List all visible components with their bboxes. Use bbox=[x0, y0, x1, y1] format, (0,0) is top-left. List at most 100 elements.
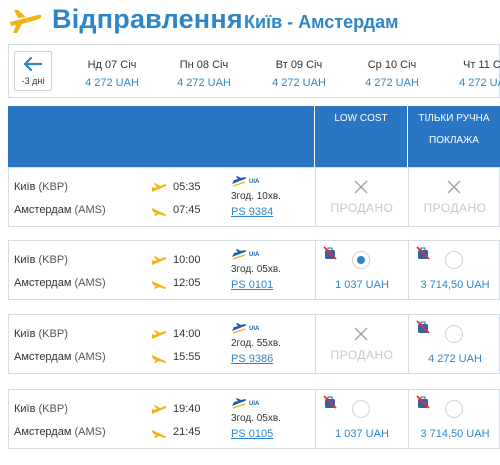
origin-city: Київ (KBP) bbox=[14, 328, 68, 340]
fare-price: 3 714,50 UAH bbox=[420, 428, 490, 440]
svg-text:UIA: UIA bbox=[249, 326, 260, 332]
arrival-time: 15:55 bbox=[173, 351, 201, 363]
sold-out-label: ПРОДАНО bbox=[330, 348, 394, 362]
flight-number-link[interactable]: PS 9384 bbox=[231, 206, 274, 218]
date-option-2[interactable]: Вт 09 Січ 4 272 UAH bbox=[254, 45, 344, 97]
origin-name: Київ bbox=[14, 181, 36, 193]
flight-row: Київ (KBP) Амстердам (AMS) 19:40 21:45 U… bbox=[8, 389, 500, 449]
flight-number-link[interactable]: PS 0101 bbox=[231, 279, 274, 291]
origin-city: Київ (KBP) bbox=[14, 181, 68, 193]
prev-days-button[interactable]: -3 дні bbox=[14, 51, 52, 91]
date-option-4[interactable]: Чт 11 Січ 4 272 UAH bbox=[441, 45, 500, 97]
destination-city: Амстердам (AMS) bbox=[14, 351, 106, 363]
fare-low-cost: ПРОДАНО bbox=[315, 315, 408, 373]
no-baggage-icon bbox=[416, 320, 430, 334]
fare-radio-low-cost[interactable] bbox=[352, 251, 370, 269]
no-baggage-icon bbox=[323, 395, 337, 409]
date-option-0[interactable]: Нд 07 Січ 4 272 UAH bbox=[67, 45, 157, 97]
airline-logo: UIA bbox=[232, 176, 260, 187]
landing-plane-icon bbox=[152, 355, 166, 363]
origin-name: Київ bbox=[14, 328, 36, 340]
destination-name: Амстердам bbox=[14, 277, 72, 289]
sold-out-label: ПРОДАНО bbox=[330, 201, 394, 215]
date-option-1[interactable]: Пн 08 Січ 4 272 UAH bbox=[159, 45, 249, 97]
sold-out-label: ПРОДАНО bbox=[423, 201, 487, 215]
origin-city: Київ (KBP) bbox=[14, 403, 68, 415]
svg-text:UIA: UIA bbox=[249, 401, 260, 407]
arrow-left-icon bbox=[24, 57, 42, 71]
fare-price: 3 714,50 UAH bbox=[420, 279, 490, 291]
date-price: 4 272 UAH bbox=[85, 77, 139, 89]
fare-low-cost: 1 037 UAH bbox=[315, 390, 408, 448]
destination-code: (AMS) bbox=[74, 277, 106, 289]
fare-hand-luggage: 3 714,50 UAH bbox=[408, 241, 500, 299]
flight-row: Київ (KBP) Амстердам (AMS) 05:35 07:45 U… bbox=[8, 167, 500, 227]
date-day: Нд 07 Січ bbox=[87, 59, 137, 71]
flight-number-link[interactable]: PS 0105 bbox=[231, 428, 274, 440]
flight-number-link[interactable]: PS 9386 bbox=[231, 353, 274, 365]
departure-time: 19:40 bbox=[173, 403, 201, 415]
origin-code: (KBP) bbox=[38, 254, 68, 266]
no-baggage-icon bbox=[323, 246, 337, 260]
destination-city: Амстердам (AMS) bbox=[14, 204, 106, 216]
date-price: 4 272 UAH bbox=[272, 77, 326, 89]
date-day: Вт 09 Січ bbox=[275, 59, 323, 71]
plane-logo-icon bbox=[10, 10, 42, 33]
fare-low-cost: ПРОДАНО bbox=[315, 168, 408, 226]
arrival-time: 07:45 bbox=[173, 204, 201, 216]
cross-icon bbox=[354, 180, 368, 194]
cross-icon bbox=[354, 327, 368, 341]
svg-text:UIA: UIA bbox=[249, 252, 260, 258]
flight-duration: 3год. 10хв. bbox=[231, 191, 281, 202]
flight-duration: 3год. 05хв. bbox=[231, 264, 281, 275]
fare-radio-hand-luggage[interactable] bbox=[445, 251, 463, 269]
destination-code: (AMS) bbox=[74, 426, 106, 438]
svg-text:UIA: UIA bbox=[249, 179, 260, 185]
date-option-3[interactable]: Ср 10 Січ 4 272 UAH bbox=[347, 45, 437, 97]
date-day: Чт 11 Січ bbox=[462, 59, 500, 71]
destination-code: (AMS) bbox=[74, 351, 106, 363]
fare-radio-hand-luggage[interactable] bbox=[445, 400, 463, 418]
origin-name: Київ bbox=[14, 254, 36, 266]
airline-logo: UIA bbox=[232, 249, 260, 260]
date-selector: -3 дні Нд 07 Січ 4 272 UAH Пн 08 Січ 4 2… bbox=[8, 44, 500, 98]
fare-low-cost: 1 037 UAH bbox=[315, 241, 408, 299]
fare-hand-luggage: 3 714,50 UAH bbox=[408, 390, 500, 448]
fare-price: 4 272 UAH bbox=[428, 353, 482, 365]
origin-city: Київ (KBP) bbox=[14, 254, 68, 266]
low-cost-label: LOW COST bbox=[334, 113, 388, 124]
airline-logo: UIA bbox=[232, 323, 260, 334]
flight-duration: 3год. 05хв. bbox=[231, 413, 281, 424]
date-day: Ср 10 Січ bbox=[367, 59, 417, 71]
fare-radio-hand-luggage[interactable] bbox=[445, 325, 463, 343]
hand-luggage-label-2: ПОКЛАЖА bbox=[429, 135, 479, 146]
page-header: Відправлення Київ - Амстердам bbox=[0, 0, 500, 44]
fare-hand-luggage: ПРОДАНО bbox=[408, 168, 500, 226]
origin-name: Київ bbox=[14, 403, 36, 415]
flight-duration: 2год. 55хв. bbox=[231, 338, 281, 349]
no-baggage-icon bbox=[416, 246, 430, 260]
takeoff-plane-icon bbox=[152, 183, 167, 192]
destination-name: Амстердам bbox=[14, 351, 72, 363]
date-price: 4 272 UAH bbox=[177, 77, 231, 89]
no-baggage-icon bbox=[416, 395, 430, 409]
destination-code: (AMS) bbox=[74, 204, 106, 216]
destination-name: Амстердам bbox=[14, 204, 72, 216]
landing-plane-icon bbox=[152, 208, 166, 216]
prev-days-label: -3 дні bbox=[21, 76, 45, 86]
date-price: 4 272 UAH bbox=[459, 77, 500, 89]
departure-time: 10:00 bbox=[173, 254, 201, 266]
fare-radio-low-cost[interactable] bbox=[352, 400, 370, 418]
destination-city: Амстердам (AMS) bbox=[14, 426, 106, 438]
destination-city: Амстердам (AMS) bbox=[14, 277, 106, 289]
date-price: 4 272 UAH bbox=[365, 77, 419, 89]
date-day: Пн 08 Січ bbox=[179, 59, 229, 71]
cross-icon bbox=[447, 180, 461, 194]
landing-plane-icon bbox=[152, 430, 166, 438]
destination-name: Амстердам bbox=[14, 426, 72, 438]
fare-hand-luggage: 4 272 UAH bbox=[408, 315, 500, 373]
origin-code: (KBP) bbox=[38, 403, 68, 415]
arrival-time: 21:45 bbox=[173, 426, 201, 438]
origin-code: (KBP) bbox=[38, 328, 68, 340]
airline-logo: UIA bbox=[232, 398, 260, 409]
